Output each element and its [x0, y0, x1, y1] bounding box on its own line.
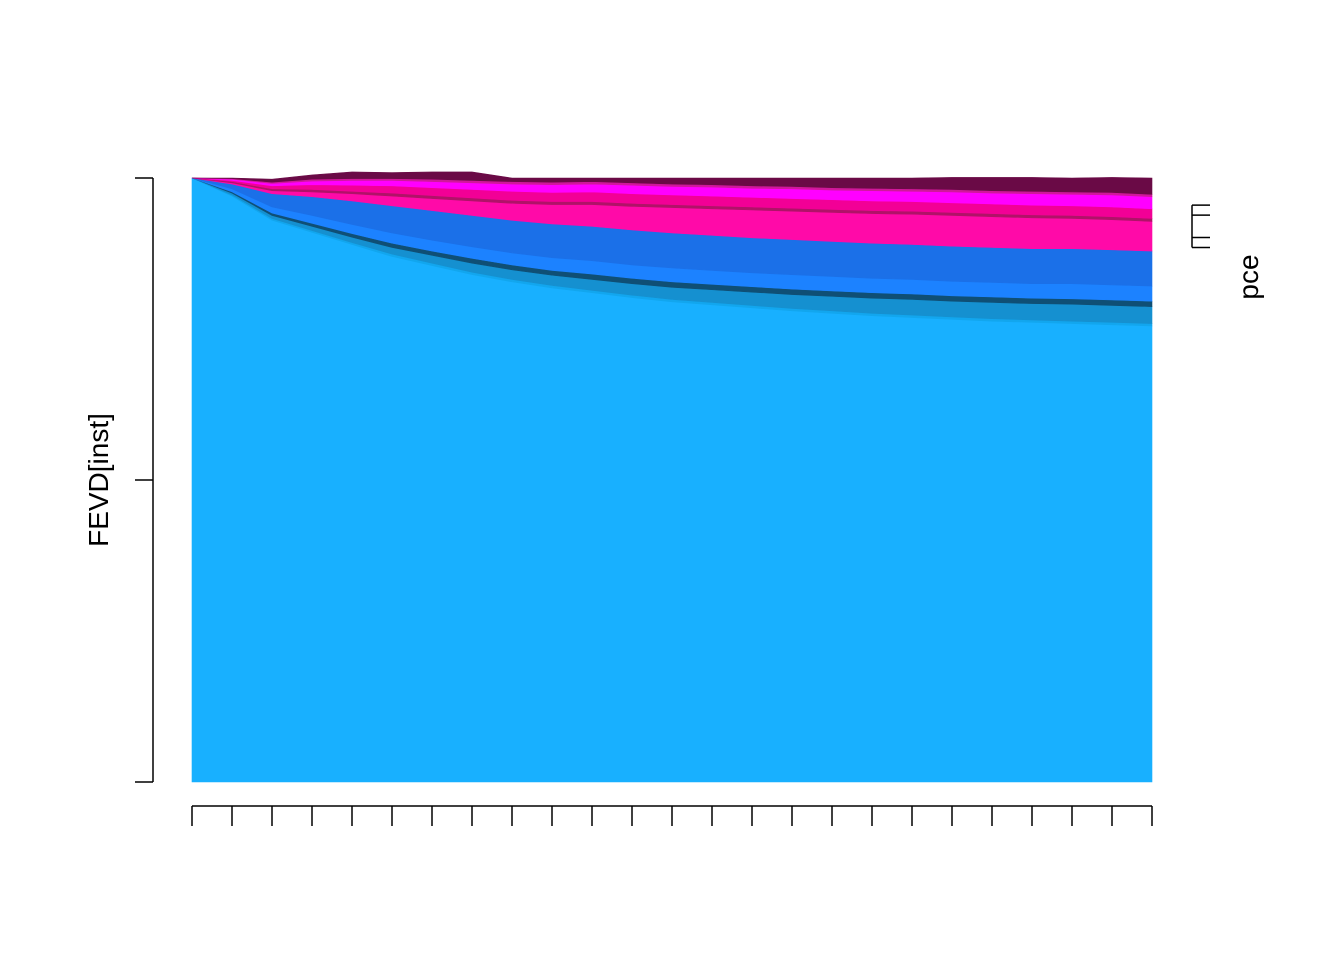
y-axis: [135, 177, 154, 783]
side-bracket: [1191, 204, 1210, 249]
stacked-areas: [191, 171, 1153, 783]
side-label-pce: pce: [1233, 254, 1264, 299]
x-axis: [191, 805, 1153, 826]
y-axis-label: FEVD[inst]: [83, 413, 114, 547]
area-series-pce-6: [191, 171, 1153, 195]
